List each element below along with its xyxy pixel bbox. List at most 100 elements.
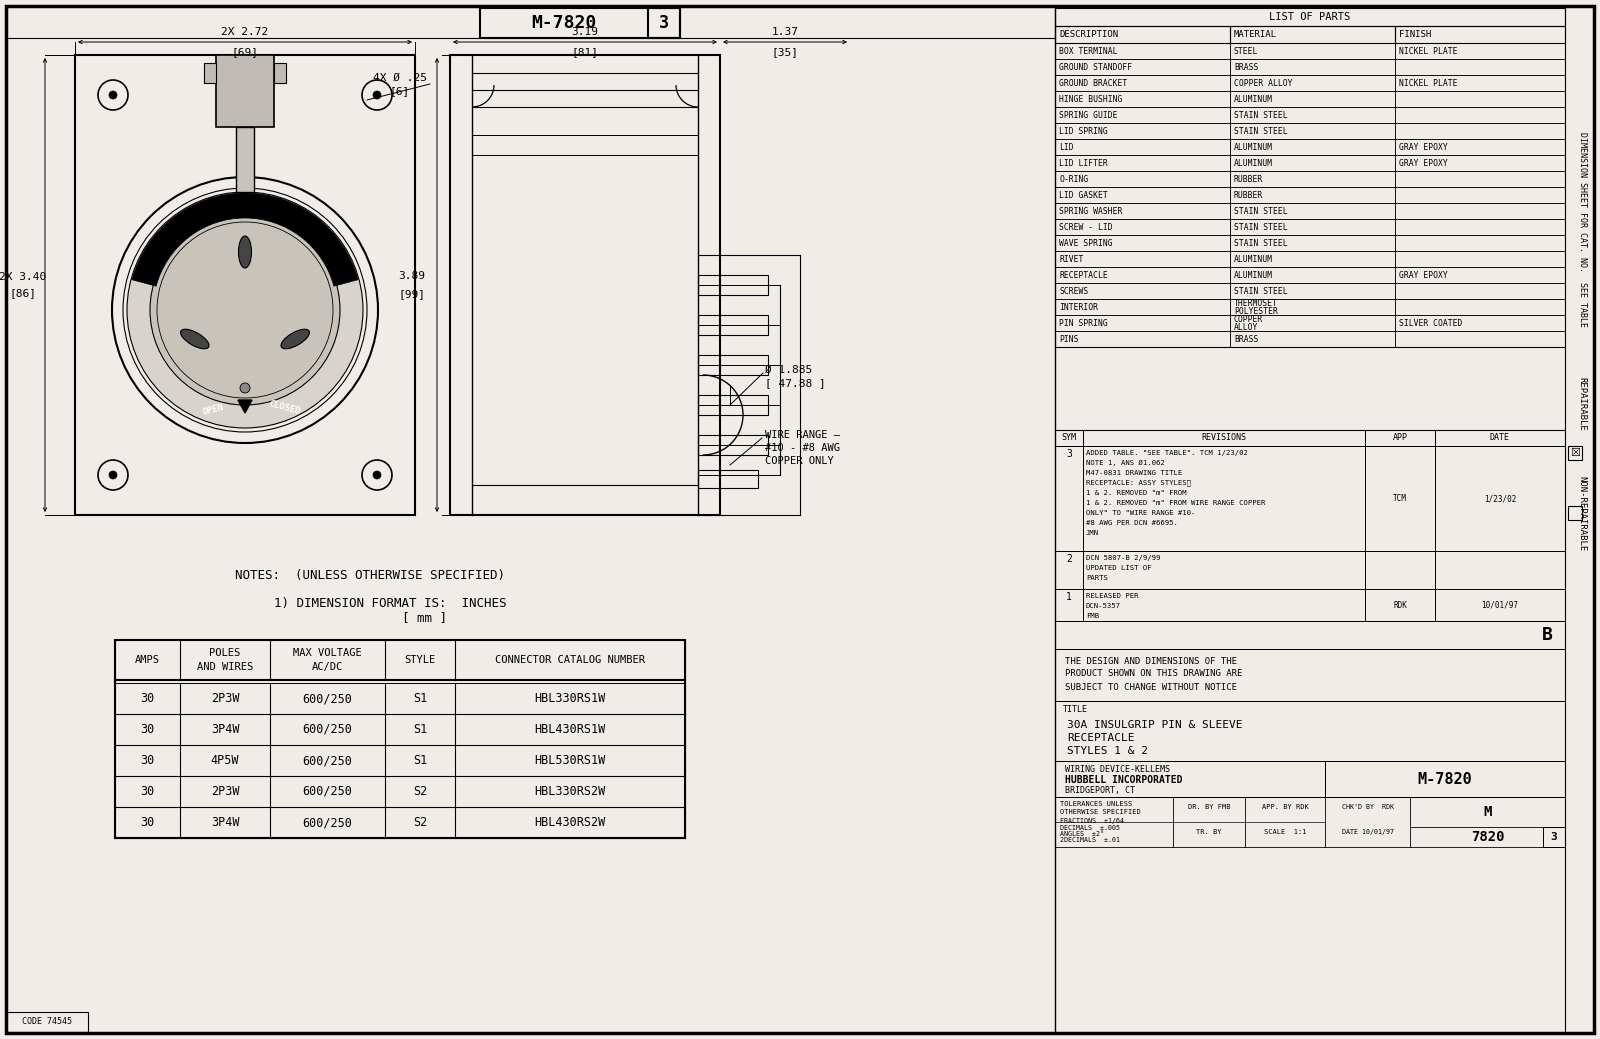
Text: OPEN: OPEN xyxy=(202,403,224,417)
Bar xyxy=(1230,107,1395,123)
Bar xyxy=(1083,430,1365,446)
Text: ☒: ☒ xyxy=(1570,448,1581,457)
Bar xyxy=(205,63,216,83)
Circle shape xyxy=(373,471,381,479)
Bar xyxy=(1395,219,1565,235)
Bar xyxy=(1054,701,1565,761)
Text: APP. BY RDK: APP. BY RDK xyxy=(1262,804,1309,810)
Wedge shape xyxy=(131,193,358,286)
Text: DATE 10/01/97: DATE 10/01/97 xyxy=(1341,829,1394,835)
Text: [ 47.88 ]: [ 47.88 ] xyxy=(765,378,826,388)
Text: ALUMINUM: ALUMINUM xyxy=(1234,159,1274,167)
Bar xyxy=(1083,551,1365,589)
Circle shape xyxy=(109,471,117,479)
Text: COPPER ALLOY: COPPER ALLOY xyxy=(1234,79,1293,87)
Text: 4P5W: 4P5W xyxy=(211,754,240,767)
Text: WIRING DEVICE-KELLEMS: WIRING DEVICE-KELLEMS xyxy=(1066,765,1170,773)
Text: 30: 30 xyxy=(141,785,155,798)
Circle shape xyxy=(126,192,363,428)
Text: 10/01/97: 10/01/97 xyxy=(1482,601,1518,610)
Text: REVISIONS: REVISIONS xyxy=(1202,433,1246,443)
Bar xyxy=(1365,446,1435,551)
Text: HBL530RS1W: HBL530RS1W xyxy=(534,754,606,767)
Bar xyxy=(1054,123,1230,139)
Text: THE DESIGN AND DIMENSIONS OF THE: THE DESIGN AND DIMENSIONS OF THE xyxy=(1066,657,1237,666)
Text: MATERIAL: MATERIAL xyxy=(1234,30,1277,39)
Bar xyxy=(1542,827,1565,847)
Text: ALUMINUM: ALUMINUM xyxy=(1234,270,1274,279)
Text: NICKEL PLATE: NICKEL PLATE xyxy=(1398,79,1458,87)
Text: SUBJECT TO CHANGE WITHOUT NOTICE: SUBJECT TO CHANGE WITHOUT NOTICE xyxy=(1066,683,1237,692)
Text: STAIN STEEL: STAIN STEEL xyxy=(1234,222,1288,232)
Text: MAX VOLTAGE: MAX VOLTAGE xyxy=(293,648,362,658)
Text: 30: 30 xyxy=(141,816,155,829)
Circle shape xyxy=(150,215,339,405)
Text: REPAIRABLE: REPAIRABLE xyxy=(1578,376,1587,430)
Bar xyxy=(1054,171,1230,187)
Text: RIVET: RIVET xyxy=(1059,255,1083,264)
Text: OTHERWISE SPECIFIED: OTHERWISE SPECIFIED xyxy=(1059,809,1141,815)
Text: 2DECIMALS  ±.01: 2DECIMALS ±.01 xyxy=(1059,837,1120,844)
Ellipse shape xyxy=(181,329,210,349)
Bar xyxy=(1054,430,1083,446)
Text: M47-0831 DRAWING TITLE: M47-0831 DRAWING TITLE xyxy=(1086,470,1182,476)
Bar xyxy=(1230,267,1395,283)
Text: SPRING WASHER: SPRING WASHER xyxy=(1059,207,1122,215)
Bar xyxy=(1365,551,1435,589)
Bar xyxy=(1435,589,1565,621)
Bar xyxy=(1054,219,1230,235)
Text: STAIN STEEL: STAIN STEEL xyxy=(1234,127,1288,135)
Bar xyxy=(1365,430,1435,446)
Text: STAIN STEEL: STAIN STEEL xyxy=(1234,239,1288,247)
Text: DCN 5807-B 2/9/99: DCN 5807-B 2/9/99 xyxy=(1086,555,1160,561)
Text: FRACTIONS  ±1/64: FRACTIONS ±1/64 xyxy=(1059,818,1123,824)
Text: 1.37: 1.37 xyxy=(771,27,798,37)
Bar xyxy=(1054,267,1230,283)
Text: HBL430RS2W: HBL430RS2W xyxy=(534,816,606,829)
Bar xyxy=(698,395,768,415)
Text: COPPER: COPPER xyxy=(1234,315,1264,323)
Text: ALLOY: ALLOY xyxy=(1234,322,1258,331)
Text: 2: 2 xyxy=(1066,554,1072,564)
Text: 7820: 7820 xyxy=(1470,830,1504,844)
Bar xyxy=(1083,446,1365,551)
Text: 3: 3 xyxy=(659,14,669,32)
Text: SPRING GUIDE: SPRING GUIDE xyxy=(1059,110,1117,119)
Text: CONNECTOR CATALOG NUMBER: CONNECTOR CATALOG NUMBER xyxy=(494,655,645,665)
Bar xyxy=(1054,446,1083,551)
Text: 2X 2.72: 2X 2.72 xyxy=(221,27,269,37)
Text: 3.19: 3.19 xyxy=(571,27,598,37)
Text: HUBBELL INCORPORATED: HUBBELL INCORPORATED xyxy=(1066,775,1182,785)
Text: NOTE 1, ANS Ø1.062: NOTE 1, ANS Ø1.062 xyxy=(1086,460,1165,467)
Text: CODE 74545: CODE 74545 xyxy=(22,1017,72,1027)
Text: S2: S2 xyxy=(413,785,427,798)
Text: AC/DC: AC/DC xyxy=(312,662,342,672)
Bar xyxy=(1230,26,1395,43)
Text: S2: S2 xyxy=(413,816,427,829)
Text: STAIN STEEL: STAIN STEEL xyxy=(1234,287,1288,295)
Text: APP: APP xyxy=(1392,433,1408,443)
Bar xyxy=(1395,315,1565,331)
Text: Ø 1.885: Ø 1.885 xyxy=(765,365,813,375)
Text: FMB: FMB xyxy=(1086,613,1099,619)
Text: RECEPTACLE: ASSY STYLES⁠: RECEPTACLE: ASSY STYLES⁠ xyxy=(1086,480,1190,486)
Text: GRAY EPOXY: GRAY EPOXY xyxy=(1398,142,1448,152)
Ellipse shape xyxy=(282,329,309,349)
Text: SCALE  1:1: SCALE 1:1 xyxy=(1264,829,1306,835)
Text: BRASS: BRASS xyxy=(1234,335,1258,344)
Bar xyxy=(1395,139,1565,155)
Text: STAIN STEEL: STAIN STEEL xyxy=(1234,110,1288,119)
Text: GROUND BRACKET: GROUND BRACKET xyxy=(1059,79,1128,87)
Bar xyxy=(1395,59,1565,75)
Text: B: B xyxy=(1541,627,1552,644)
Bar xyxy=(1230,59,1395,75)
Bar xyxy=(1054,331,1230,347)
Text: LID SPRING: LID SPRING xyxy=(1059,127,1107,135)
Bar xyxy=(75,55,414,515)
Bar xyxy=(1435,551,1565,589)
Text: 1 & 2. REMOVED "m" FROM WIRE RANGE COPPER: 1 & 2. REMOVED "m" FROM WIRE RANGE COPPE… xyxy=(1086,500,1266,506)
Circle shape xyxy=(373,91,381,99)
Text: RECEPTACLE: RECEPTACLE xyxy=(1059,270,1107,279)
Bar xyxy=(1230,91,1395,107)
Text: 30: 30 xyxy=(141,754,155,767)
